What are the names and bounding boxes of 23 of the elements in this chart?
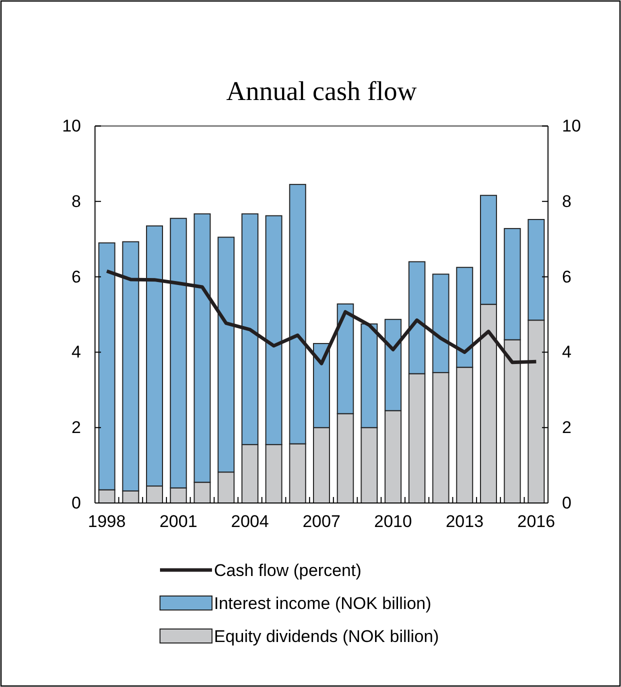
y2-tick-label: 2	[562, 418, 572, 438]
y2-tick-label: 10	[562, 116, 581, 136]
y2-tick-label: 6	[562, 267, 572, 286]
y-tick-label: 4	[72, 342, 81, 362]
y-tick-label: 10	[62, 116, 81, 136]
y-tick-label: 2	[72, 418, 81, 438]
x-tick-label: 2010	[374, 512, 412, 531]
x-tick-label: 2013	[446, 512, 484, 531]
y2-tick-label: 4	[562, 342, 572, 362]
legend-label: Cash flow (percent)	[214, 561, 362, 580]
y-tick-label: 8	[72, 192, 81, 211]
x-tick-label: 1998	[88, 512, 126, 531]
chart-title: Annual cash flow	[226, 76, 418, 106]
y2-tick-label: 8	[562, 192, 572, 211]
y2-tick-label: 0	[562, 493, 572, 512]
legend-label: Equity dividends (NOK billion)	[214, 627, 439, 646]
legend-label: Interest income (NOK billion)	[214, 594, 432, 613]
y-tick-label: 6	[72, 267, 81, 286]
x-tick-label: 2004	[231, 512, 269, 531]
x-tick-label: 2007	[302, 512, 340, 531]
x-tick-label: 2001	[159, 512, 198, 531]
y-tick-label: 0	[72, 493, 81, 512]
x-tick-label: 2016	[517, 512, 556, 531]
